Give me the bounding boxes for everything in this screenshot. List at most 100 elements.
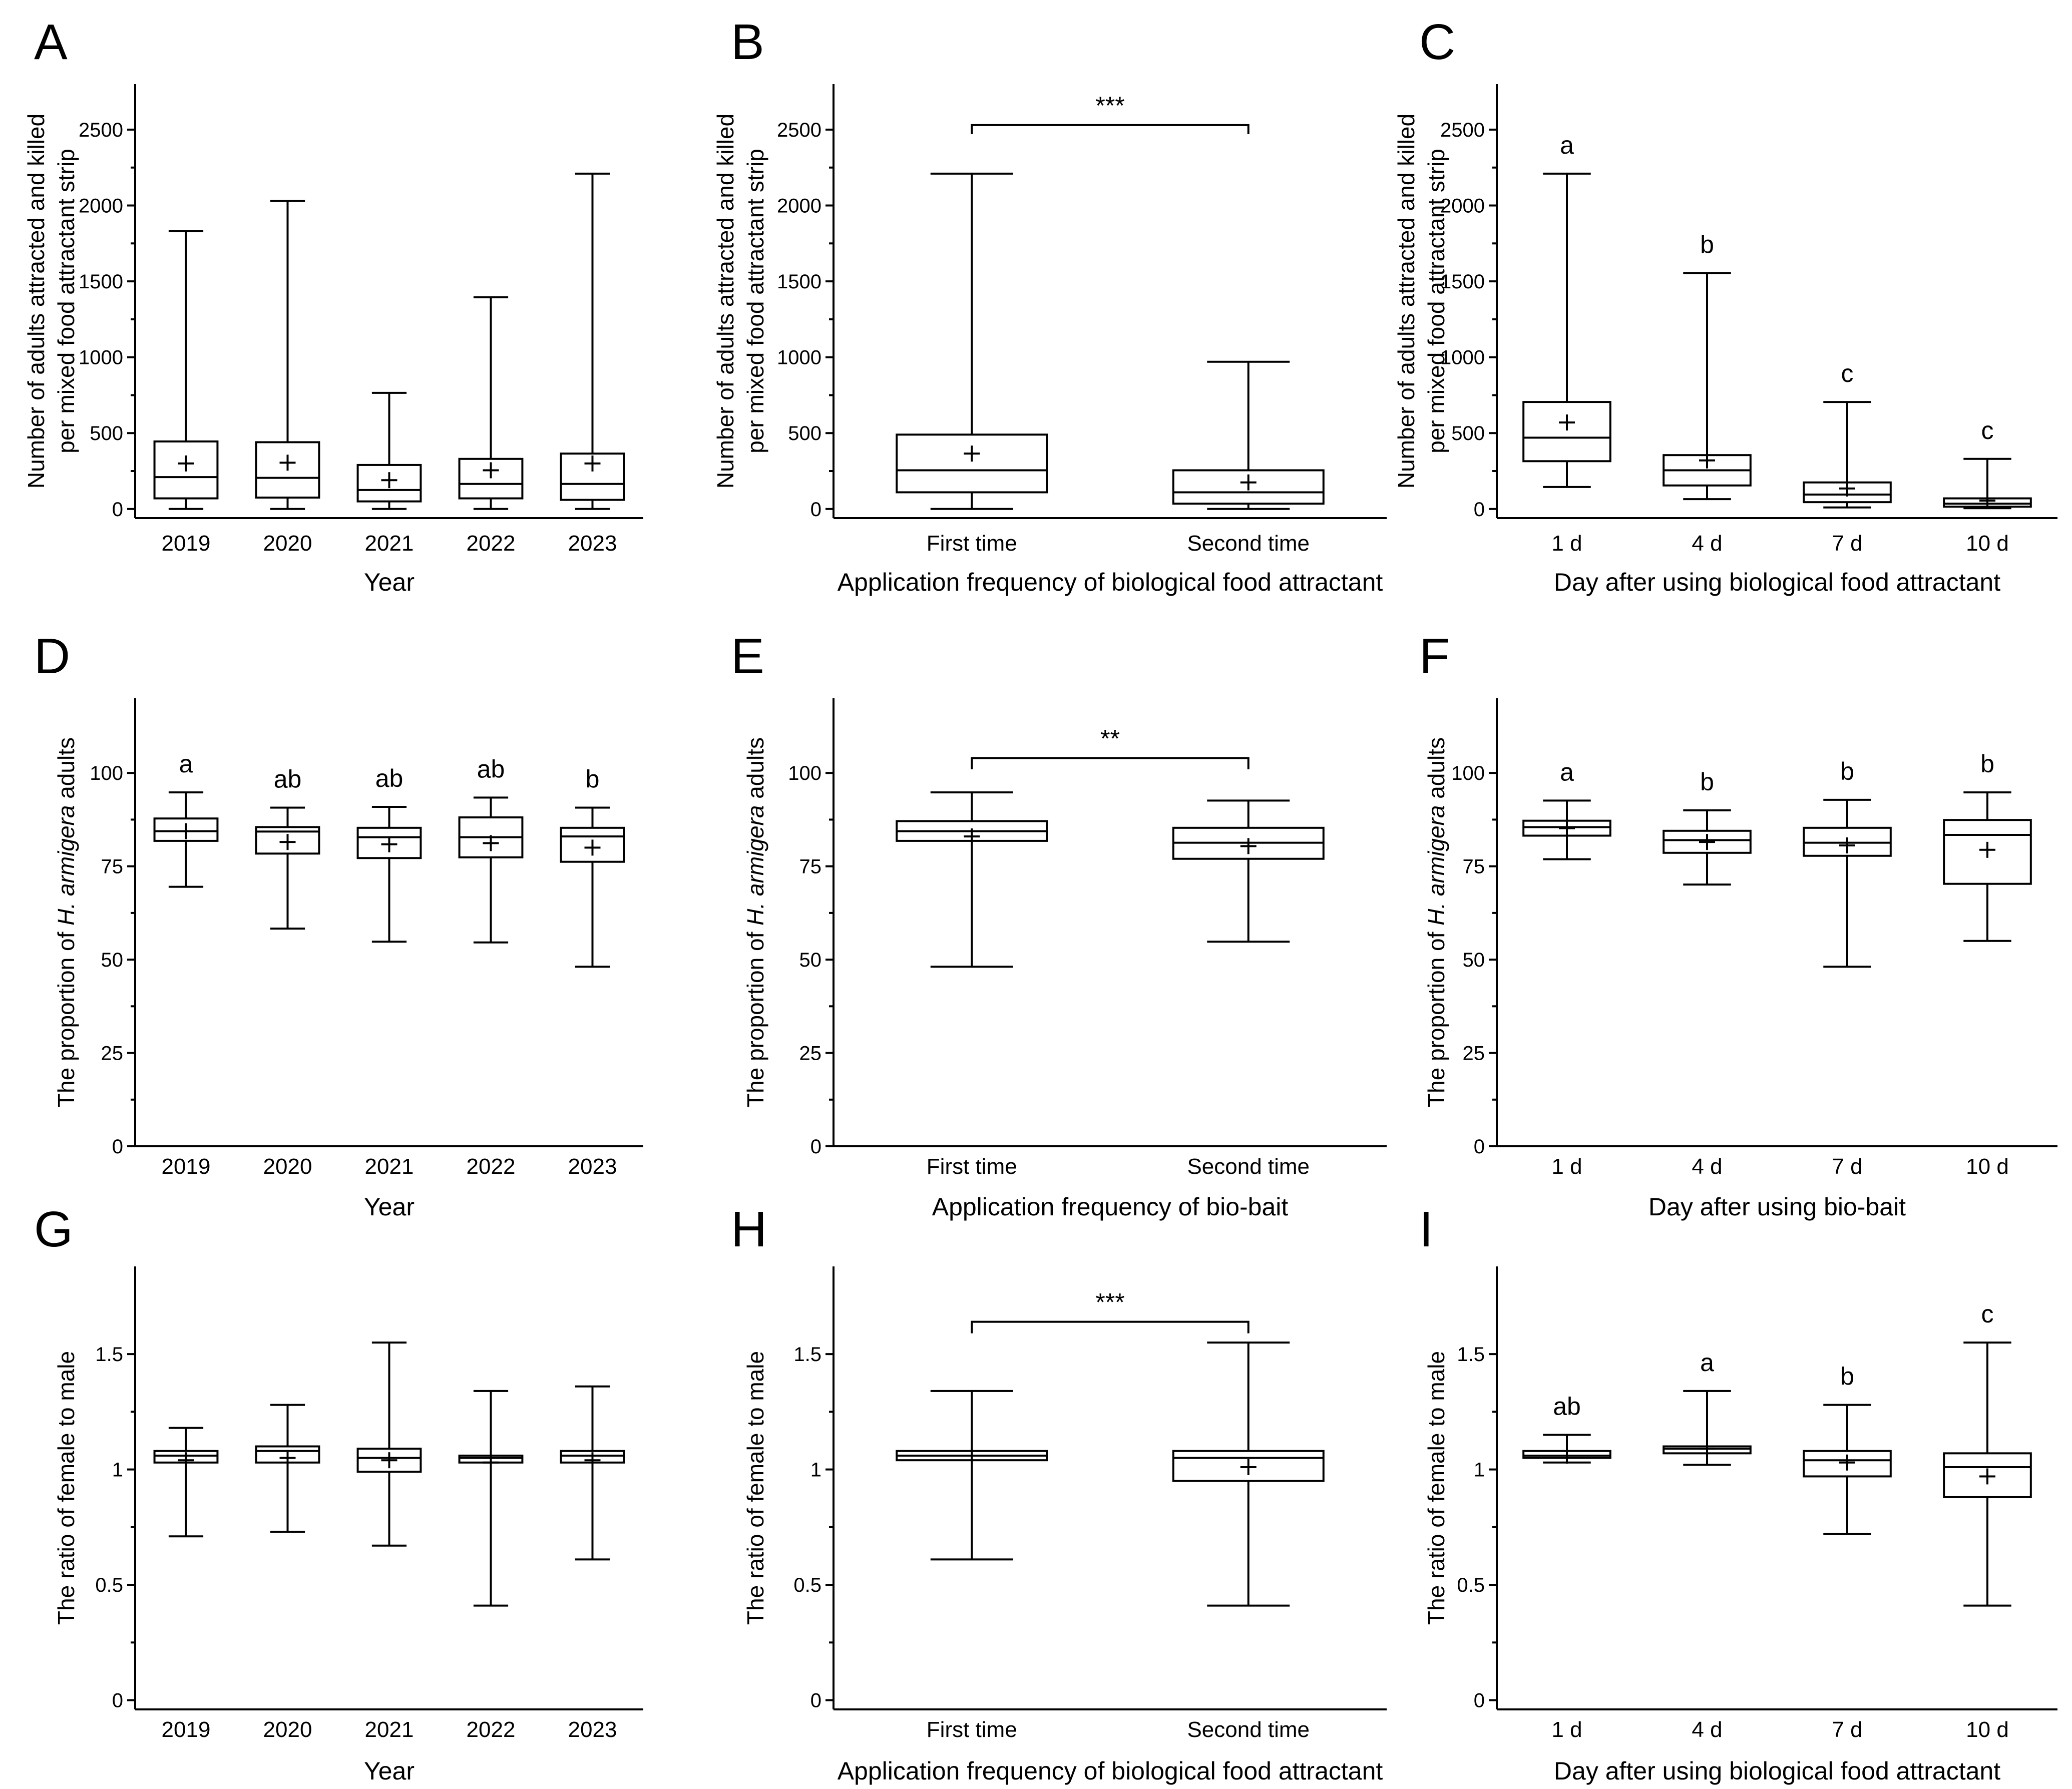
x-category-label: 2020: [263, 1154, 312, 1179]
box-7-d: b: [1803, 757, 1892, 968]
y-tick-label: 1000: [1440, 347, 1485, 369]
iqr-box: [255, 441, 320, 499]
y-tick-label: 1: [112, 1459, 123, 1481]
x-category-label: 4 d: [1692, 1717, 1722, 1742]
y-tick-label: 2500: [777, 119, 821, 141]
x-category-label: 1 d: [1551, 1717, 1582, 1742]
x-axis-title: Year: [364, 568, 415, 596]
y-axis-title: The ratio of female to male: [53, 1351, 79, 1625]
comparison-label: ***: [1095, 1288, 1124, 1316]
y-tick-label: 0: [1474, 499, 1485, 521]
x-category-label: 2020: [263, 531, 312, 556]
box-2022: [458, 296, 524, 510]
y-axis-title: Number of adults attracted and killed: [1393, 114, 1419, 489]
panel-letter: D: [34, 628, 70, 684]
x-category-label: 2021: [365, 1154, 414, 1179]
box-4-d: b: [1663, 768, 1752, 886]
y-tick-label: 0: [112, 1690, 123, 1712]
y-tick-label: 75: [1463, 856, 1485, 878]
x-axis-title: Application frequency of biological food…: [838, 568, 1383, 596]
x-axis-title: Year: [364, 1193, 415, 1221]
x-category-label: 7 d: [1832, 1154, 1862, 1179]
y-axis-title: per mixed food attractant strip: [53, 149, 79, 454]
iqr-box: [356, 826, 422, 859]
x-axis-title: Day after using biological food attracta…: [1554, 568, 2000, 596]
panel-g: G 0 0.5 1 1.5 The ratio of female to male 2019…: [34, 1201, 643, 1785]
y-tick-label: 0: [810, 499, 821, 521]
iqr-box: [1172, 1450, 1325, 1482]
x-category-label: First time: [927, 1717, 1017, 1742]
x-category-label: 4 d: [1692, 531, 1722, 556]
panel-letter: A: [34, 14, 68, 70]
significance-letter: b: [1840, 1363, 1854, 1391]
iqr-box: [153, 440, 219, 500]
y-axis-title: Number of adults attracted and killed: [23, 114, 49, 489]
significance-letter: c: [1841, 359, 1854, 387]
y-tick-label: 100: [788, 762, 821, 784]
panel-letter: E: [731, 628, 764, 684]
iqr-box: [560, 453, 625, 501]
x-category-label: 2022: [467, 1717, 516, 1742]
y-tick-label: 2000: [777, 195, 821, 217]
box-2023: [560, 1385, 625, 1561]
y-tick-label: 2500: [79, 119, 123, 141]
panel-d: D 0 25 50 75 100 The proportion of H. armigera…: [34, 628, 643, 1221]
iqr-box: [1522, 401, 1611, 463]
y-tick-label: 75: [799, 856, 822, 878]
x-category-label: 2023: [568, 531, 617, 556]
panel-letter: B: [731, 14, 764, 70]
iqr-box: [255, 826, 320, 855]
iqr-box: [560, 826, 625, 863]
significance-letter: a: [179, 750, 193, 778]
x-category-label: 2021: [365, 531, 414, 556]
comparison-label: ***: [1095, 92, 1124, 120]
significance-letter: a: [1700, 1349, 1714, 1377]
box-2021: [356, 391, 422, 510]
y-tick-label: 0.5: [793, 1574, 821, 1596]
significance-letter: b: [586, 765, 600, 793]
x-category-label: 4 d: [1692, 1154, 1722, 1179]
y-axis-title: The proportion of H. armigera adults: [53, 737, 79, 1107]
panel-h: H 0 0.5 1 1.5 The ratio of female to male Firs…: [731, 1201, 1387, 1785]
x-category-label: 1 d: [1551, 1154, 1582, 1179]
box-4-d: a: [1663, 1349, 1752, 1466]
y-tick-label: 0.5: [95, 1574, 123, 1596]
y-tick-label: 500: [1451, 422, 1485, 444]
y-tick-label: 1500: [79, 271, 123, 293]
box-2023: [560, 172, 625, 510]
y-tick-label: 2500: [1440, 119, 1485, 141]
significance-letter: b: [1840, 757, 1854, 785]
iqr-box: [1943, 1452, 2032, 1498]
box-2023: b: [560, 765, 625, 968]
x-category-label: 10 d: [1966, 531, 2009, 556]
y-tick-label: 100: [1451, 762, 1485, 784]
significance-letter: b: [1700, 230, 1714, 258]
x-category-label: First time: [927, 1154, 1017, 1179]
y-tick-label: 25: [799, 1043, 822, 1065]
x-category-label: 7 d: [1832, 1717, 1862, 1742]
x-category-label: 2023: [568, 1717, 617, 1742]
panel-letter: H: [731, 1201, 767, 1257]
panel-c: C 0 500 1000 1500 2000 2500 Number of adults at…: [1393, 14, 2057, 596]
box-2021: ab: [356, 764, 422, 943]
y-tick-label: 0: [112, 1136, 123, 1158]
x-category-label: First time: [927, 531, 1017, 556]
box-2022: ab: [458, 755, 524, 944]
y-tick-label: 1.5: [1457, 1344, 1485, 1366]
x-category-label: 2019: [162, 1717, 211, 1742]
box-2019: [153, 1427, 219, 1538]
y-axis-title: Number of adults attracted and killed: [712, 114, 738, 489]
panel-e: E 0 25 50 75 100 The proportion of H. armigera…: [731, 628, 1387, 1221]
y-axis-title: per mixed food attractant strip: [1423, 149, 1449, 454]
y-axis-title: The proportion of H. armigera adults: [1423, 737, 1449, 1107]
x-axis-title: Day after using bio-bait: [1648, 1193, 1906, 1221]
box-7-d: b: [1803, 1363, 1892, 1535]
y-tick-label: 1: [810, 1459, 821, 1481]
box-1-d: a: [1522, 758, 1611, 860]
y-tick-label: 0: [1474, 1136, 1485, 1158]
x-category-label: 2019: [162, 531, 211, 556]
y-tick-label: 0.5: [1457, 1574, 1485, 1596]
box-2021: [356, 1341, 422, 1547]
